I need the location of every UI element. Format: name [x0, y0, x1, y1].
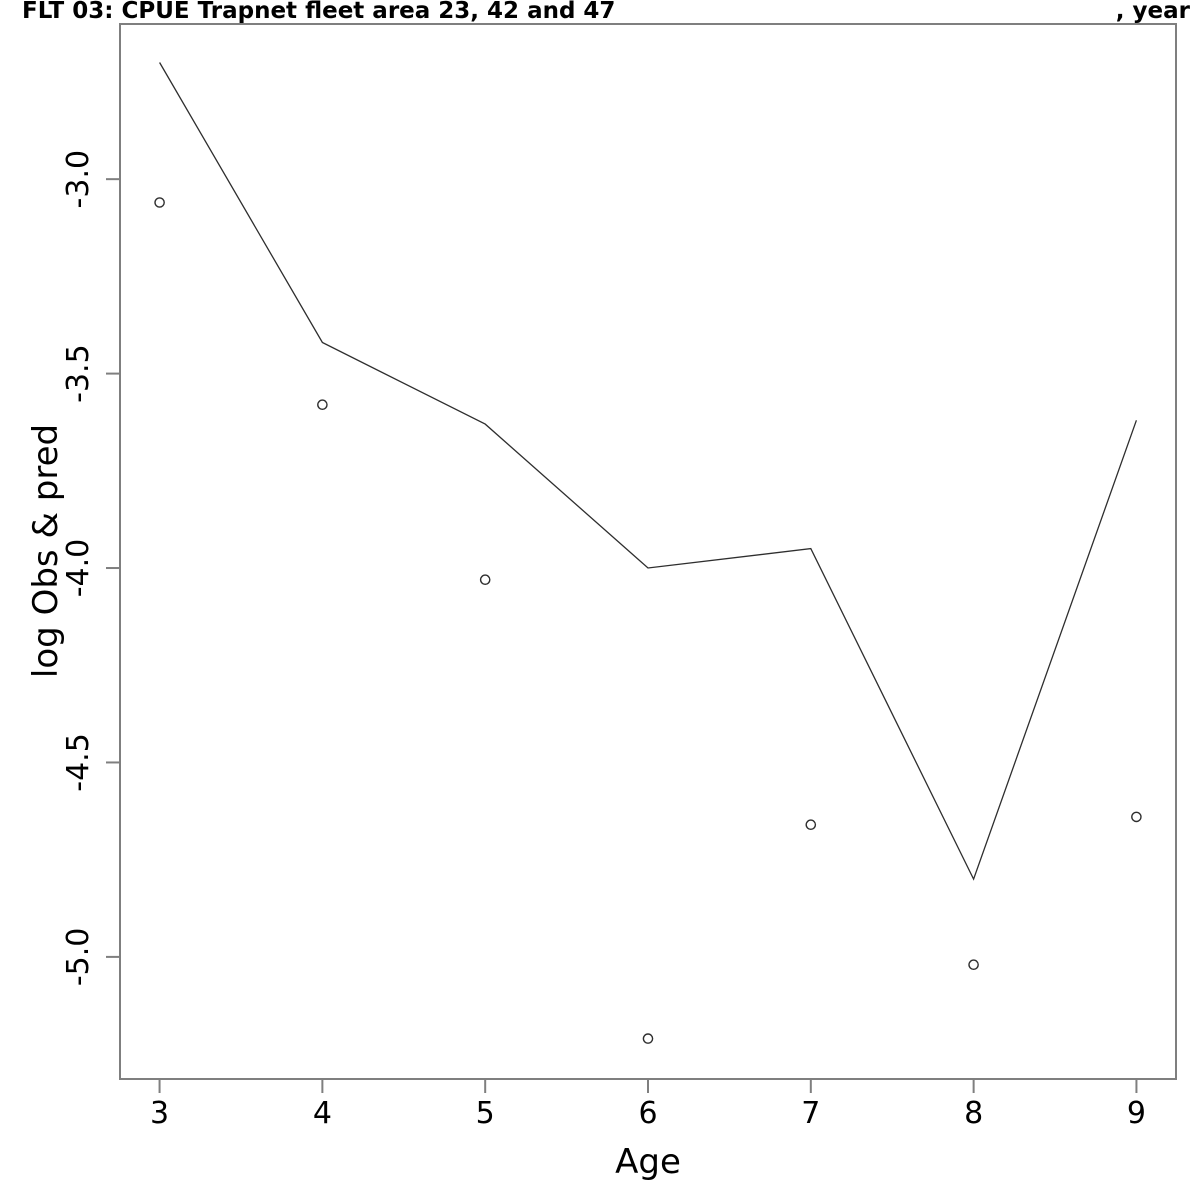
plot-title: FLT 03: CPUE Trapnet fleet area 23, 42 a…	[22, 0, 616, 24]
y-tick-label: -3.0	[61, 150, 96, 209]
y-axis-title: log Obs & pred	[26, 424, 66, 678]
y-tick-label: -3.5	[61, 344, 96, 403]
x-tick-label: 5	[476, 1096, 495, 1131]
y-tick-label: -5.0	[61, 928, 96, 987]
x-tick-label: 9	[1127, 1096, 1146, 1131]
x-tick-label: 4	[313, 1096, 332, 1131]
observed-point	[1131, 811, 1142, 823]
plot-title-suffix: , year	[1115, 0, 1190, 24]
x-tick-label: 6	[638, 1096, 657, 1131]
observed-point	[805, 819, 817, 831]
y-tick-label: -4.0	[61, 539, 96, 598]
observed-point	[968, 959, 979, 971]
x-tick-label: 3	[150, 1096, 169, 1131]
y-tick-label: -4.5	[61, 733, 96, 792]
predicted-line	[159, 62, 1138, 881]
plot-header: FLT 03: CPUE Trapnet fleet area 23, 42 a…	[0, 0, 1200, 25]
observed-point	[642, 1033, 654, 1044]
x-tick-label: 7	[801, 1096, 820, 1131]
plot-box	[119, 23, 1177, 1080]
x-tick-label: 8	[964, 1096, 983, 1131]
observed-point	[479, 574, 491, 586]
observed-point	[154, 197, 165, 208]
observed-point	[317, 399, 328, 411]
x-axis-title: Age	[615, 1142, 681, 1182]
